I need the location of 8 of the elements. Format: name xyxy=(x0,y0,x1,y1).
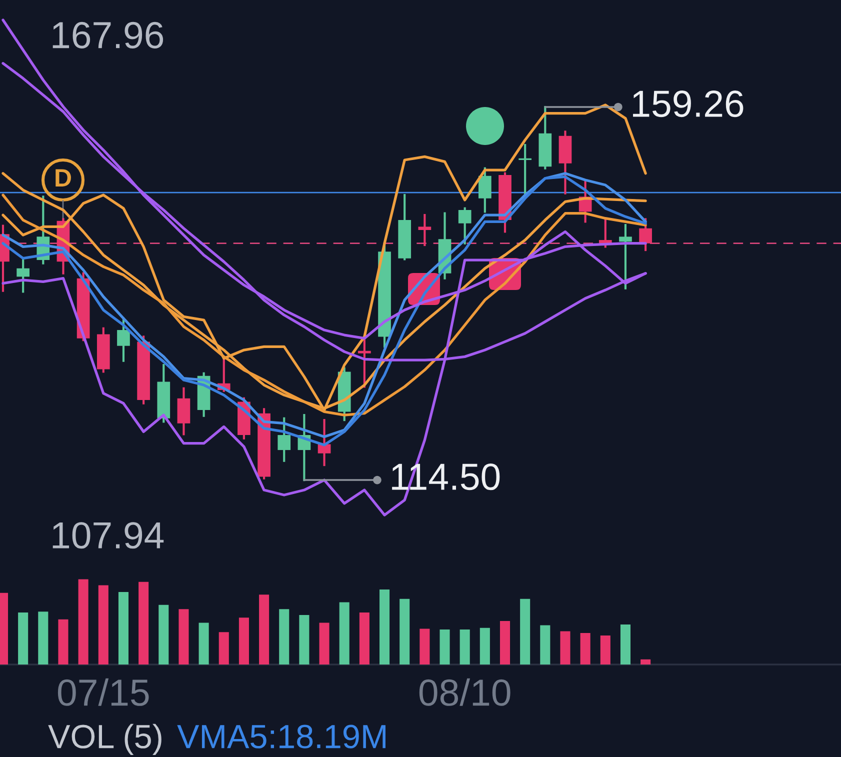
annotation: 159.26 xyxy=(633,90,744,118)
y-tick-label: 107.94 xyxy=(52,522,164,549)
x-tick-label: 07/15 xyxy=(58,678,149,706)
text: VMA5:18.19M xyxy=(177,724,386,748)
y-tick-label: 167.96 xyxy=(52,22,164,48)
text: VOL (5) xyxy=(48,724,162,755)
x-tick-label: 08/10 xyxy=(419,678,510,706)
annotation: D xyxy=(56,169,71,186)
